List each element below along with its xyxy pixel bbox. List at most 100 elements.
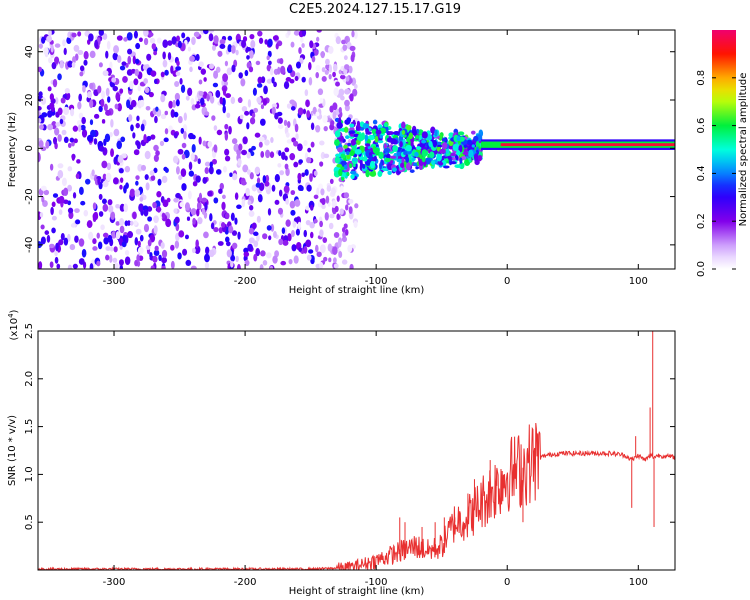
heatmap-cell xyxy=(170,260,175,269)
heatmap-cell xyxy=(144,174,149,180)
heatmap-cell xyxy=(351,158,358,162)
heatmap-cell xyxy=(144,150,151,160)
heatmap-cell xyxy=(224,123,229,130)
heatmap-cell xyxy=(48,30,52,37)
heatmap-cell xyxy=(164,167,169,173)
heatmap-cell xyxy=(72,125,79,132)
heatmap-cell xyxy=(473,153,479,161)
heatmap-cell xyxy=(285,167,290,177)
heatmap-cell xyxy=(330,187,336,196)
heatmap-cell xyxy=(147,239,152,247)
heatmap-cell xyxy=(383,122,388,128)
heatmap-cell xyxy=(273,230,277,238)
heatmap-cell xyxy=(344,147,351,153)
heatmap-cell xyxy=(353,83,358,90)
heatmap-cell xyxy=(208,30,215,33)
heatmap-cell xyxy=(59,118,64,125)
heatmap-cell xyxy=(57,163,64,169)
heatmap-cell xyxy=(348,206,353,215)
heatmap-cell xyxy=(111,77,117,83)
y-tick-label: -40 xyxy=(24,237,35,253)
heatmap-cell xyxy=(348,65,353,74)
x-tick-label: -200 xyxy=(234,577,257,588)
heatmap-cell xyxy=(319,261,324,269)
heatmap-cell xyxy=(213,227,219,233)
heatmap-cell xyxy=(55,122,61,127)
heatmap-cell xyxy=(204,111,210,116)
heatmap-cell xyxy=(205,246,210,255)
heatmap-cell xyxy=(204,202,208,211)
heatmap-cell xyxy=(211,115,216,121)
heatmap-cell xyxy=(155,150,160,156)
heatmap-cell xyxy=(134,68,140,77)
heatmap-cell xyxy=(235,255,239,263)
heatmap-cell xyxy=(293,161,299,168)
heatmap-cell xyxy=(149,37,156,44)
heatmap-cell xyxy=(189,66,193,73)
heatmap-cell xyxy=(344,99,350,107)
heatmap-cell xyxy=(185,95,190,101)
heatmap-cell xyxy=(168,100,173,109)
heatmap-cell xyxy=(93,138,98,145)
heatmap-cell xyxy=(257,76,263,84)
heatmap-cell xyxy=(61,129,67,136)
heatmap-cell xyxy=(213,35,219,44)
heatmap-cell xyxy=(321,76,327,82)
heatmap-cell xyxy=(468,157,472,163)
heatmap-cell xyxy=(309,40,314,49)
heatmap-cell xyxy=(117,103,123,112)
heatmap-cell xyxy=(44,230,50,235)
heatmap-cell xyxy=(430,126,436,134)
heatmap-cell xyxy=(405,144,412,152)
heatmap-cell xyxy=(109,132,113,138)
heatmap-cell xyxy=(274,250,280,258)
heatmap-cell xyxy=(241,105,248,112)
y-tick-label: 1.5 xyxy=(24,419,35,435)
heatmap-cell xyxy=(198,136,202,145)
heatmap-cell xyxy=(344,64,350,70)
heatmap-cell xyxy=(277,207,284,215)
heatmap-cell xyxy=(315,125,321,133)
heatmap-cell xyxy=(260,150,265,158)
heatmap-cell xyxy=(421,139,427,144)
heatmap-cell xyxy=(133,149,140,156)
heatmap-cell xyxy=(283,81,290,90)
heatmap-cell xyxy=(431,159,436,166)
heatmap-cell xyxy=(150,175,156,181)
heatmap-cell xyxy=(38,140,44,148)
heatmap-cell xyxy=(67,207,74,214)
heatmap-cell xyxy=(72,263,78,269)
heatmap-cell xyxy=(183,130,187,140)
heatmap-cell xyxy=(191,36,196,46)
heatmap-cell xyxy=(147,32,154,37)
heatmap-cell xyxy=(40,224,45,230)
heatmap-cell xyxy=(256,83,263,88)
heatmap-cell xyxy=(319,229,324,237)
heatmap-cell xyxy=(194,103,201,109)
heatmap-cell xyxy=(116,55,122,63)
heatmap-cell xyxy=(438,133,443,141)
heatmap-cell xyxy=(40,97,47,105)
heatmap-cell xyxy=(450,152,457,157)
heatmap-cell xyxy=(293,140,299,147)
heatmap-cell xyxy=(319,161,324,167)
y-tick-label: 0 xyxy=(24,145,35,151)
heatmap-cell xyxy=(456,149,461,156)
heatmap-cell xyxy=(352,145,357,151)
heatmap-cell xyxy=(242,136,248,145)
heatmap-cell xyxy=(96,232,100,239)
heatmap-cell xyxy=(249,33,255,40)
heatmap-cell xyxy=(319,140,325,146)
heatmap-cell xyxy=(418,134,422,141)
heatmap-cell xyxy=(234,217,238,225)
heatmap-cell xyxy=(206,94,210,102)
heatmap-cell xyxy=(401,121,406,129)
heatmap-cell xyxy=(355,126,360,131)
heatmap-cell xyxy=(51,201,56,208)
heatmap-cell xyxy=(248,205,254,211)
heatmap-cell xyxy=(132,132,136,139)
heatmap-cell xyxy=(69,244,76,251)
heatmap-cell xyxy=(185,259,192,267)
heatmap-cell xyxy=(262,233,268,240)
heatmap-cell xyxy=(66,36,72,45)
